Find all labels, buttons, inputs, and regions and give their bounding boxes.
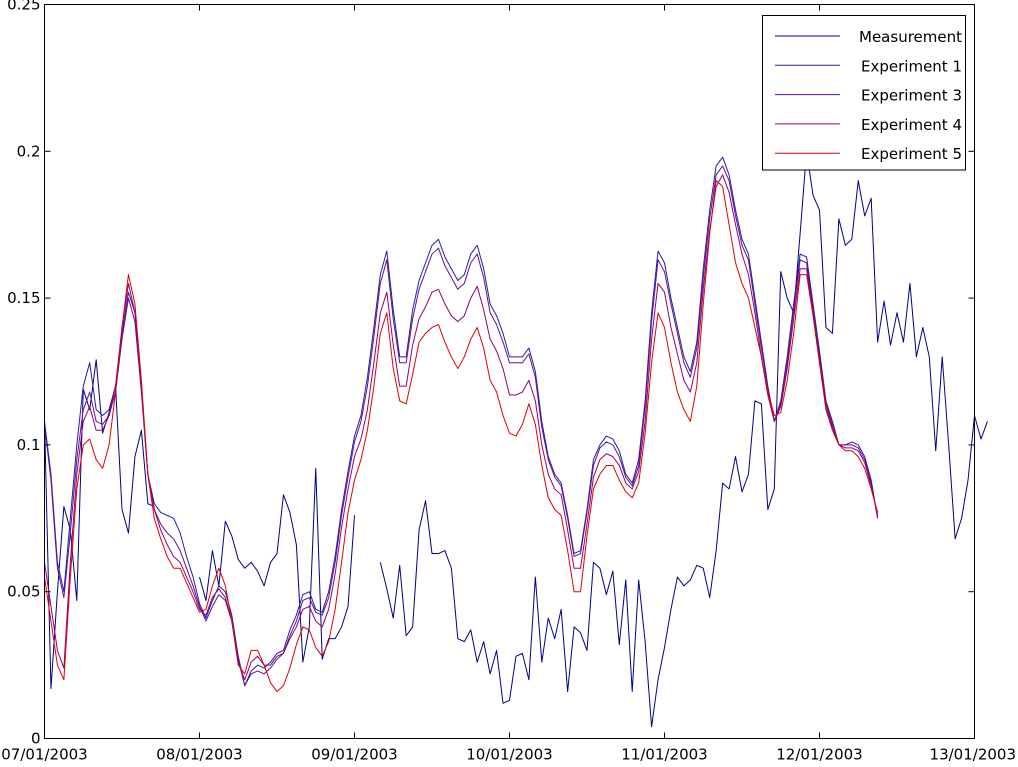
series-layer (44, 150, 988, 728)
y-tick-label: 0.25 (7, 0, 40, 14)
x-tick-label: 10/01/2003 (466, 746, 552, 764)
series-line-experiment-4 (44, 174, 879, 681)
legend-label-experiment-3: Experiment 3 (861, 87, 962, 105)
series-line-measurement (44, 150, 988, 728)
legend: Measurement Experiment 1 Experiment 3 Exper… (762, 15, 966, 171)
legend-label-measurement: Measurement (859, 28, 962, 46)
y-tick-label: 0.15 (7, 289, 40, 307)
y-tick-label: 0 (31, 730, 41, 748)
x-tick-label: 08/01/2003 (156, 746, 242, 764)
x-tick-label: 09/01/2003 (311, 746, 397, 764)
legend-box (762, 15, 966, 171)
y-tick-label: 0.2 (17, 142, 41, 160)
series-line-experiment-3 (44, 165, 879, 687)
x-tick-label: 07/01/2003 (1, 746, 87, 764)
series-line-experiment-1 (44, 156, 879, 687)
x-tick-label: 12/01/2003 (776, 746, 862, 764)
series-line-experiment-5 (44, 180, 879, 693)
legend-label-experiment-4: Experiment 4 (861, 116, 962, 134)
legend-label-experiment-5: Experiment 5 (861, 145, 962, 163)
x-tick-label: 11/01/2003 (621, 746, 707, 764)
y-tick-label: 0.05 (7, 583, 40, 601)
legend-label-experiment-1: Experiment 1 (861, 57, 962, 75)
y-tick-label: 0.1 (17, 436, 41, 454)
x-tick-label: 13/01/2003 (930, 746, 1016, 764)
